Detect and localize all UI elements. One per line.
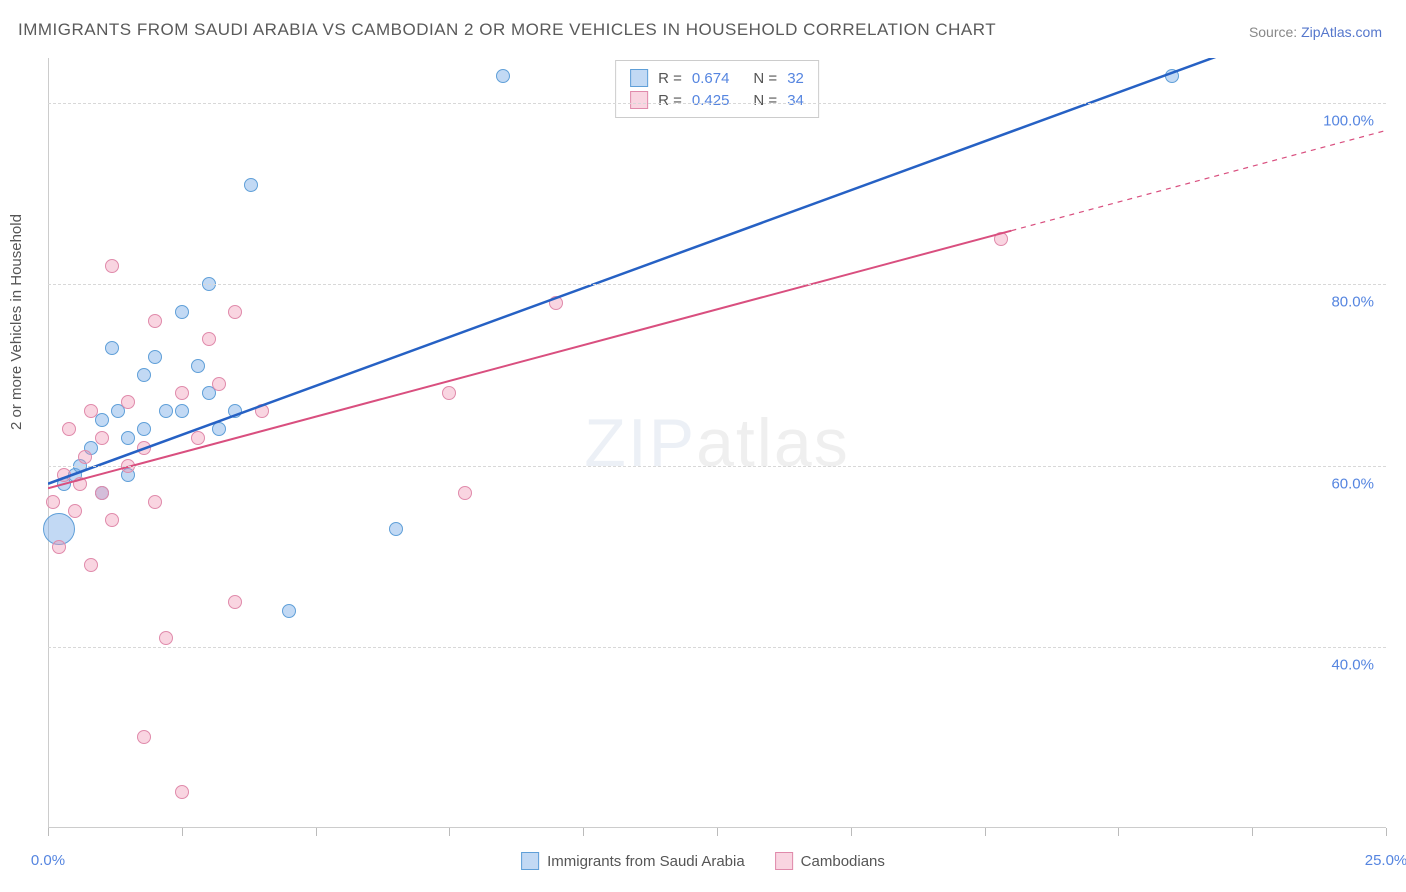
y-axis-label: 2 or more Vehicles in Household — [8, 214, 25, 430]
data-point — [95, 486, 109, 500]
data-point — [105, 341, 119, 355]
n-label: N = — [753, 92, 777, 109]
series-swatch — [521, 852, 539, 870]
x-tick — [1118, 828, 1119, 836]
grid-line — [48, 284, 1386, 285]
chart-area: R =0.674N =32R =0.425N =34 ZIPatlas 40.0… — [48, 58, 1386, 828]
data-point — [46, 495, 60, 509]
source-link[interactable]: ZipAtlas.com — [1301, 24, 1382, 40]
x-tick — [449, 828, 450, 836]
data-point — [191, 431, 205, 445]
data-point — [228, 595, 242, 609]
plot-region — [48, 58, 1386, 828]
x-tick-label: 0.0% — [31, 852, 65, 869]
data-point — [78, 450, 92, 464]
data-point — [57, 468, 71, 482]
data-point — [175, 305, 189, 319]
data-point — [137, 422, 151, 436]
chart-title: IMMIGRANTS FROM SAUDI ARABIA VS CAMBODIA… — [18, 20, 996, 40]
data-point — [105, 259, 119, 273]
x-tick — [985, 828, 986, 836]
data-point — [73, 477, 87, 491]
legend-item: Cambodians — [775, 852, 885, 870]
data-point — [255, 404, 269, 418]
data-point — [148, 350, 162, 364]
data-point — [159, 631, 173, 645]
data-point — [148, 495, 162, 509]
n-value: 32 — [787, 70, 804, 87]
series-swatch — [630, 69, 648, 87]
data-point — [84, 404, 98, 418]
source-label: Source: — [1249, 24, 1301, 40]
data-point — [994, 232, 1008, 246]
series-swatch — [775, 852, 793, 870]
series-legend: Immigrants from Saudi Arabia Cambodians — [521, 852, 885, 870]
x-tick — [182, 828, 183, 836]
data-point — [549, 296, 563, 310]
data-point — [202, 332, 216, 346]
n-label: N = — [753, 70, 777, 87]
data-point — [62, 422, 76, 436]
data-point — [175, 404, 189, 418]
data-point — [52, 540, 66, 554]
stats-row: R = 0.674 N = 32 — [630, 67, 804, 89]
data-point — [68, 504, 82, 518]
data-point — [228, 305, 242, 319]
grid-line — [48, 103, 1386, 104]
data-point — [95, 413, 109, 427]
series-name: Immigrants from Saudi Arabia — [547, 853, 745, 870]
x-tick — [1386, 828, 1387, 836]
r-value: 0.674 — [692, 70, 730, 87]
x-tick — [1252, 828, 1253, 836]
x-tick — [851, 828, 852, 836]
grid-line — [48, 647, 1386, 648]
x-tick — [583, 828, 584, 836]
data-point — [1165, 69, 1179, 83]
data-point — [137, 730, 151, 744]
series-swatch — [630, 91, 648, 109]
data-point — [95, 431, 109, 445]
legend-item: Immigrants from Saudi Arabia — [521, 852, 745, 870]
r-label: R = — [658, 70, 682, 87]
x-tick — [717, 828, 718, 836]
data-point — [137, 368, 151, 382]
x-tick — [316, 828, 317, 836]
data-point — [228, 404, 242, 418]
y-tick-label: 80.0% — [1331, 294, 1374, 311]
y-tick-label: 100.0% — [1323, 113, 1374, 130]
data-point — [159, 404, 173, 418]
data-point — [105, 513, 119, 527]
grid-line — [48, 466, 1386, 467]
r-value: 0.425 — [692, 92, 730, 109]
data-point — [175, 785, 189, 799]
data-point — [212, 422, 226, 436]
n-value: 34 — [787, 92, 804, 109]
data-point — [282, 604, 296, 618]
y-tick-label: 40.0% — [1331, 656, 1374, 673]
data-point — [496, 69, 510, 83]
data-point — [442, 386, 456, 400]
x-tick-label: 25.0% — [1365, 852, 1406, 869]
data-point — [389, 522, 403, 536]
x-tick — [48, 828, 49, 836]
stats-row: R = 0.425 N = 34 — [630, 89, 804, 111]
data-point — [212, 377, 226, 391]
data-point — [84, 558, 98, 572]
data-point — [148, 314, 162, 328]
data-point — [137, 441, 151, 455]
series-name: Cambodians — [801, 853, 885, 870]
data-point — [191, 359, 205, 373]
data-point — [121, 395, 135, 409]
data-point — [244, 178, 258, 192]
r-label: R = — [658, 92, 682, 109]
data-point — [458, 486, 472, 500]
source-attribution: Source: ZipAtlas.com — [1249, 24, 1382, 40]
data-point — [175, 386, 189, 400]
y-tick-label: 60.0% — [1331, 475, 1374, 492]
correlation-stats-box: R = 0.674 N = 32 R = 0.425 N = 34 — [615, 60, 819, 118]
data-point — [121, 431, 135, 445]
